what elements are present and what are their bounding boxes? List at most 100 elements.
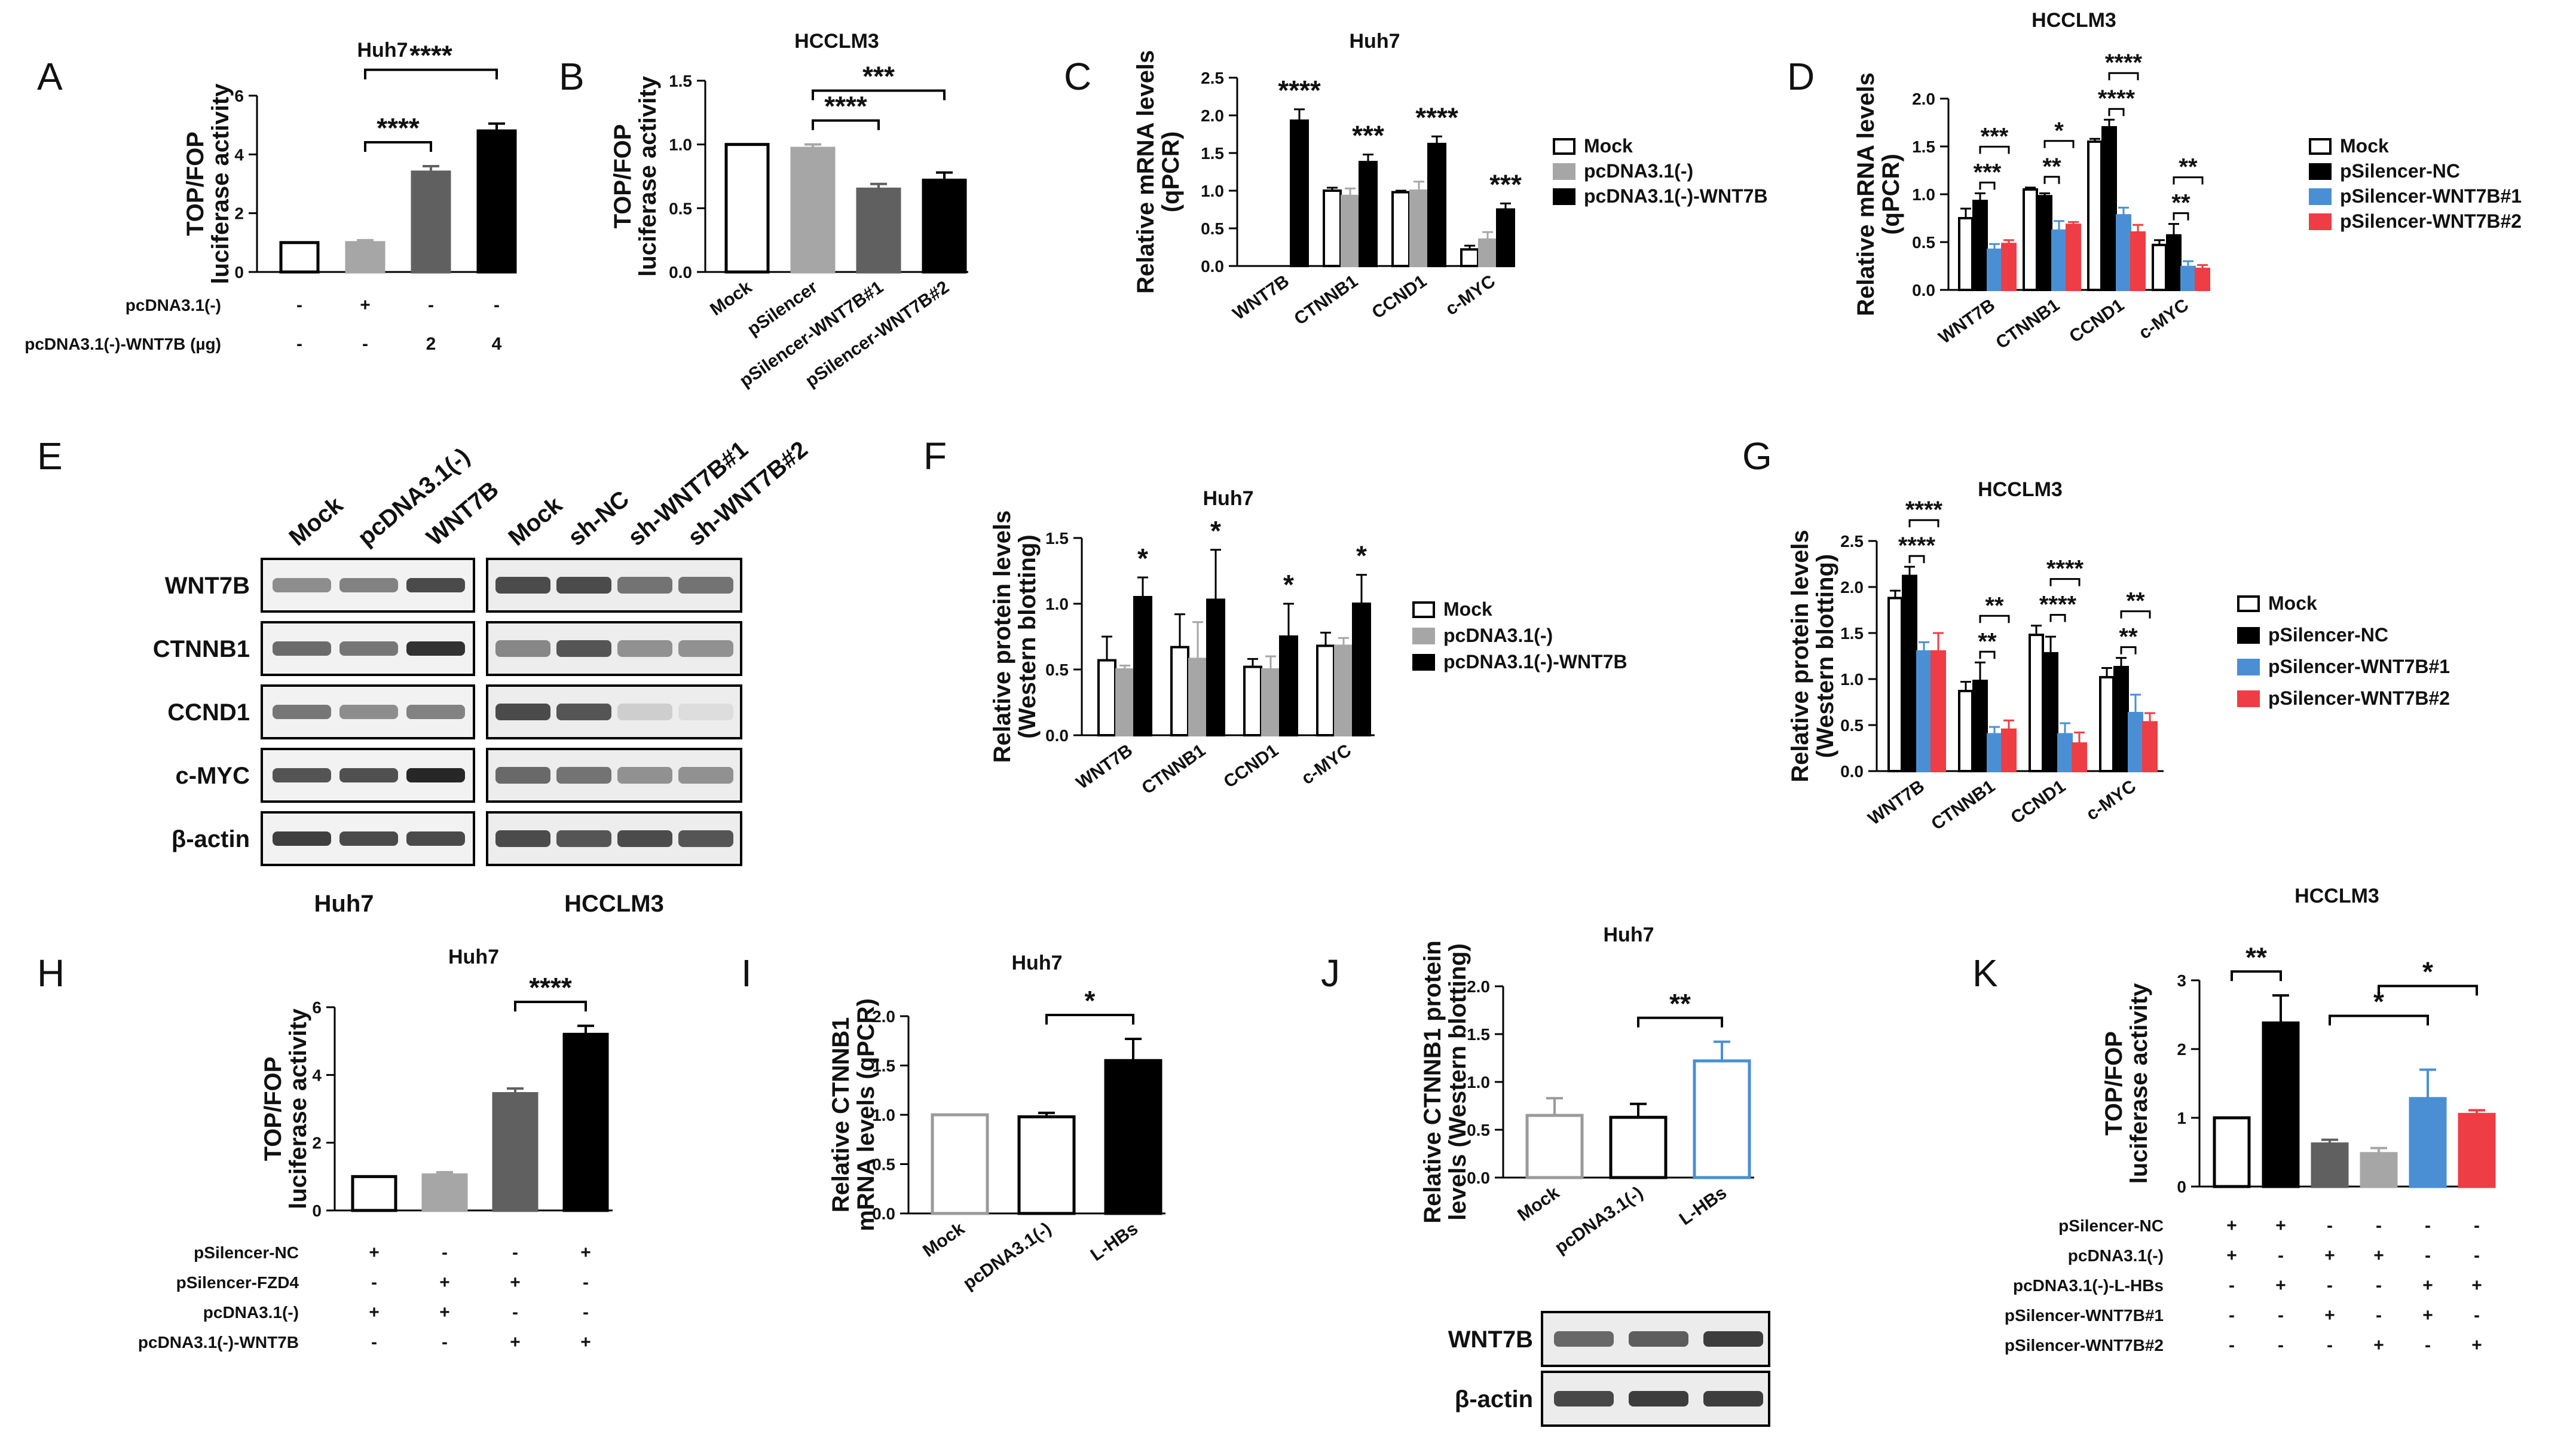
y-tick-label: 0 (312, 1201, 322, 1220)
condition-mark: + (2275, 1216, 2286, 1236)
legend-label: pSilencer-WNT7B#1 (2340, 185, 2522, 207)
bar (1987, 733, 2002, 773)
y-axis-label: Relative mRNA levels (1133, 50, 1159, 294)
legend-label: Mock (1584, 135, 1633, 157)
significance-stars: * (1283, 569, 1294, 600)
condition-mark: + (2422, 1276, 2433, 1295)
condition-mark: - (442, 1332, 448, 1352)
condition-mark: + (2471, 1335, 2482, 1355)
significance-stars: ** (2245, 941, 2267, 973)
bar (1352, 603, 1371, 736)
bar (1391, 191, 1411, 267)
condition-mark: - (371, 1273, 377, 1292)
bar (1409, 189, 1428, 267)
chart-panel-C: Huh7 Relative mRNA levels(qPCR) 0.0 0.5 1.0 1… (1133, 30, 1768, 329)
panel-letter-E: E (37, 435, 63, 478)
condition-mark: - (442, 1243, 448, 1262)
y-tick-label: 0.5 (1045, 661, 1069, 679)
blot-band (406, 705, 465, 719)
blot-band (617, 830, 672, 847)
panel-letter-I: I (741, 952, 752, 995)
bar (856, 187, 901, 274)
blot-row-label: CTNNB1 (153, 636, 250, 662)
condition-mark: + (510, 1273, 521, 1292)
condition-mark: + (2226, 1246, 2237, 1265)
chart-title: HCCLM3 (2294, 885, 2379, 907)
panel-letter-F: F (923, 435, 947, 478)
significance-bracket (2173, 212, 2189, 221)
condition-label: pSilencer-NC (194, 1243, 299, 1262)
condition-label: pcDNA3.1(-) (126, 296, 221, 314)
blot-band (556, 767, 611, 784)
significance-bracket (2043, 140, 2075, 148)
legend-swatch (1412, 628, 1435, 644)
legend-label: pcDNA3.1(-) (1584, 160, 1693, 182)
blot-row-label: WNT7B (165, 573, 250, 599)
blot-band (406, 768, 465, 782)
y-tick-label: 1.5 (1045, 529, 1069, 548)
y-tick-label: 0.5 (669, 199, 692, 218)
panel-letter-J: J (1321, 952, 1340, 995)
bar (279, 241, 320, 274)
y-tick-label: 1.5 (1467, 1025, 1490, 1044)
significance-stars: **** (824, 91, 867, 122)
bar (1115, 668, 1134, 736)
bar (1188, 658, 1207, 737)
blot-caption: HCCLM3 (564, 891, 664, 917)
y-tick-label: 1.5 (1840, 624, 1864, 643)
bar (2142, 721, 2158, 773)
bar (724, 143, 770, 274)
significance-stars: * (1137, 543, 1148, 574)
bar (351, 1175, 397, 1212)
bar (2116, 214, 2131, 292)
condition-label: pSilencer-WNT7B#2 (2005, 1336, 2164, 1355)
bar (1916, 650, 1932, 773)
y-tick-label: 1.0 (1201, 182, 1224, 200)
significance-bracket (812, 89, 946, 100)
bar (1525, 1114, 1584, 1179)
significance-bracket (2108, 108, 2125, 117)
condition-mark: - (2474, 1305, 2480, 1325)
condition-mark: - (296, 334, 302, 354)
bar (931, 1113, 989, 1215)
condition-mark: - (2327, 1335, 2333, 1355)
condition-mark: + (2324, 1305, 2335, 1325)
condition-mark: - (2229, 1335, 2235, 1355)
y-axis-label: Relative protein levels (989, 510, 1015, 763)
blot-band (1703, 1391, 1763, 1407)
condition-label: pSilencer-NC (2058, 1216, 2164, 1235)
y-tick-label: 1.5 (669, 72, 692, 90)
y-tick-label: 1.5 (1912, 137, 1935, 156)
blot-band (678, 704, 733, 720)
condition-label: pSilencer-FZD4 (176, 1273, 299, 1292)
significance-bracket (364, 141, 432, 152)
y-axis-label: mRNA levels (qPCR) (853, 998, 879, 1231)
condition-mark: - (2376, 1216, 2382, 1236)
bar (2180, 265, 2196, 292)
y-tick-label: 6 (312, 998, 322, 1017)
bar (1902, 574, 1917, 773)
bar (345, 241, 386, 274)
bar (1931, 650, 1946, 773)
y-tick-label: 1.5 (872, 1057, 895, 1075)
bar (2066, 224, 2081, 292)
y-axis-label: (qPCR) (1878, 154, 1904, 235)
significance-stars: ** (2042, 154, 2061, 180)
significance-bracket (1908, 519, 1939, 528)
significance-bracket (2049, 578, 2081, 586)
blot-row-label: CCND1 (167, 699, 250, 726)
blot-band (339, 578, 398, 592)
condition-mark: + (2373, 1335, 2384, 1355)
panel-letter-K: K (1972, 952, 1998, 995)
legend-label: pcDNA3.1(-) (1443, 625, 1553, 646)
significance-stars: ** (1978, 628, 1997, 655)
condition-mark: - (2278, 1335, 2284, 1355)
significance-stars: *** (1974, 159, 2002, 185)
bar (2195, 267, 2210, 291)
y-tick-label: 4 (234, 145, 244, 164)
bar (1290, 119, 1309, 267)
significance-bracket (1979, 614, 2010, 623)
bar (2001, 728, 2017, 772)
significance-stars: **** (529, 972, 572, 1003)
bar (1316, 644, 1335, 737)
